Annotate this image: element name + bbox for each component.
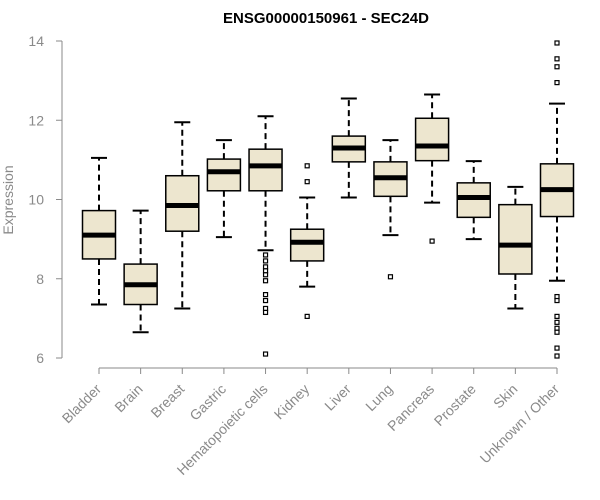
x-tick-label: Brain	[111, 381, 145, 415]
outlier-point	[262, 297, 269, 304]
chart-title: ENSG00000150961 - SEC24D	[223, 10, 429, 27]
outlier-point	[304, 179, 310, 185]
outlier-point	[262, 278, 269, 284]
outlier-point	[554, 319, 560, 325]
outlier-point	[262, 272, 269, 278]
outlier-point	[262, 351, 269, 357]
box	[414, 117, 450, 162]
y-axis: 6 8 10 12 14	[28, 33, 63, 366]
outlier-point	[554, 297, 560, 304]
x-tick-label: Kidney	[271, 381, 313, 423]
box-group	[331, 97, 367, 199]
y-tick-label: 8	[36, 271, 44, 287]
x-tick-label: Breast	[147, 381, 187, 421]
x-tick-label: Unknown / Other	[477, 381, 563, 467]
box	[206, 158, 242, 192]
outlier-point	[304, 163, 310, 169]
box	[289, 228, 325, 262]
outlier-point	[262, 258, 269, 264]
outlier-point	[304, 313, 310, 319]
x-tick-label: Bladder	[59, 381, 105, 427]
outlier-point	[387, 274, 394, 280]
outlier-point	[554, 313, 560, 319]
outlier-point	[554, 56, 560, 62]
outlier-point	[262, 292, 269, 298]
outlier-point	[554, 329, 560, 335]
outlier-point	[554, 64, 560, 70]
box-group	[123, 209, 158, 334]
box-group	[248, 115, 283, 357]
y-axis-label: Expression	[0, 165, 16, 234]
outlier-point	[429, 238, 435, 244]
outlier-point	[554, 345, 560, 351]
box-group	[81, 156, 117, 306]
box-group	[373, 139, 408, 280]
y-tick-label: 6	[36, 350, 44, 366]
box	[248, 148, 283, 192]
box-group	[165, 121, 200, 310]
outlier-point	[554, 40, 560, 46]
outlier-point	[262, 309, 269, 316]
outlier-point	[554, 353, 560, 359]
x-tick-label: Prostate	[431, 381, 479, 429]
y-tick-label: 10	[28, 192, 44, 208]
box-group	[498, 185, 533, 310]
boxes-layer	[81, 40, 575, 359]
box-group	[414, 93, 450, 244]
y-tick-label: 14	[28, 33, 44, 49]
box-group	[539, 40, 575, 359]
outlier-point	[262, 252, 269, 258]
box	[456, 182, 491, 219]
y-tick-label: 12	[28, 112, 44, 128]
box-group	[289, 163, 325, 319]
outlier-point	[554, 80, 560, 86]
box-group	[206, 139, 242, 239]
x-tick-label: Liver	[321, 381, 354, 414]
x-tick-label: Skin	[490, 381, 521, 412]
box-group	[456, 160, 491, 241]
box	[498, 203, 533, 275]
x-tick-label: Lung	[362, 381, 395, 414]
